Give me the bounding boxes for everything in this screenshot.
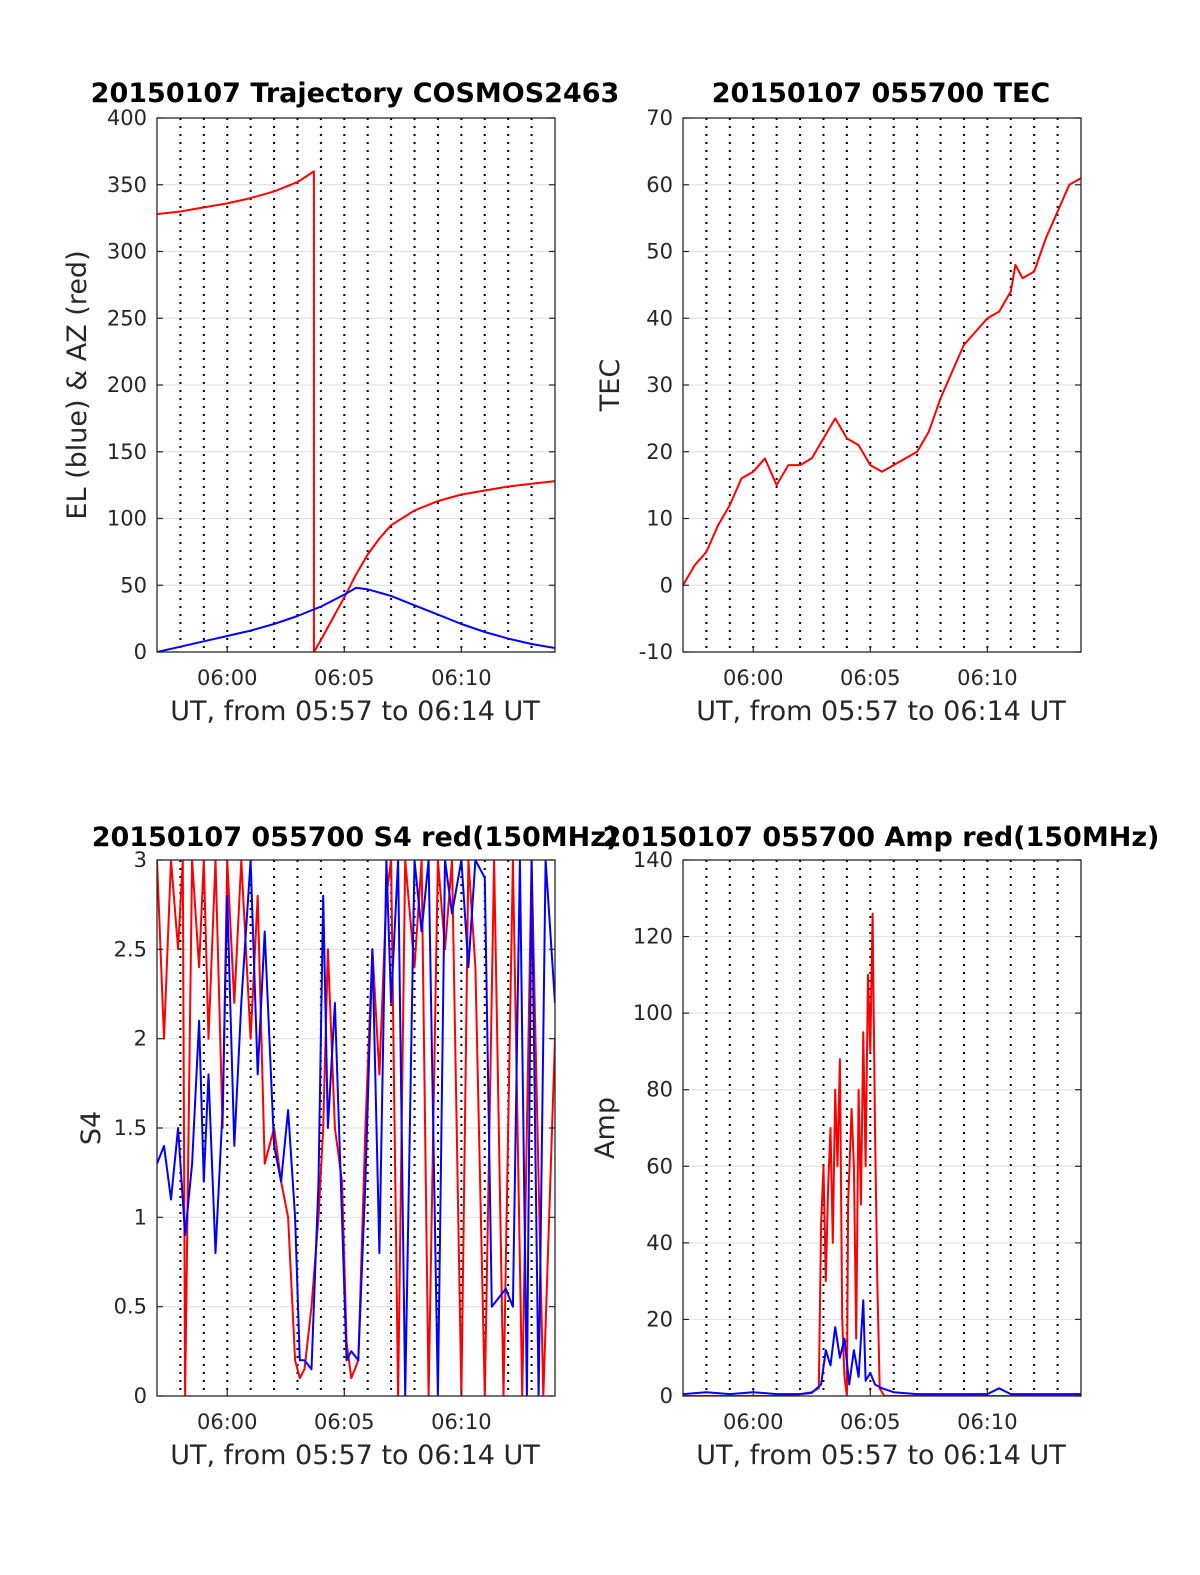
tec-ylabel: TEC bbox=[595, 359, 626, 412]
amp-xtick-label: 06:10 bbox=[957, 1410, 1018, 1434]
tec-ytick-label: 0 bbox=[660, 573, 673, 597]
s4-series-line-1 bbox=[157, 860, 555, 1396]
amp-ytick-label: 40 bbox=[646, 1231, 673, 1255]
s4-xtick-label: 06:10 bbox=[431, 1410, 492, 1434]
trajectory-panel: 20150107 Trajectory COSMOS2463 UT, from … bbox=[62, 78, 619, 727]
s4-ytick-label: 0.5 bbox=[114, 1295, 147, 1319]
tec-title: 20150107 055700 TEC bbox=[712, 78, 1051, 109]
trajectory-ytick-label: 200 bbox=[107, 373, 147, 397]
trajectory-xtick-label: 06:00 bbox=[197, 666, 258, 690]
amp-xlabel: UT, from 05:57 to 06:14 UT bbox=[696, 1440, 1066, 1471]
tec-xlabel: UT, from 05:57 to 06:14 UT bbox=[696, 696, 1066, 727]
trajectory-plot-frame bbox=[156, 117, 556, 653]
s4-xtick-label: 06:05 bbox=[314, 1410, 375, 1434]
amp-ytick-label: 100 bbox=[633, 1001, 673, 1025]
tec-ytick-label: 20 bbox=[646, 440, 673, 464]
s4-ytick-label: 2 bbox=[134, 1027, 147, 1051]
amp-ytick-label: 120 bbox=[633, 925, 673, 949]
tec-xtick-label: 06:00 bbox=[723, 666, 784, 690]
tec-ytick-label: -10 bbox=[639, 640, 673, 664]
s4-series-line-0 bbox=[157, 860, 555, 1396]
trajectory-ytick-label: 0 bbox=[134, 640, 147, 664]
amp-ylabel: Amp bbox=[590, 1097, 621, 1159]
amp-series-line-1 bbox=[683, 1299, 1081, 1396]
amp-title: 20150107 055700 Amp red(150MHz) bbox=[603, 822, 1160, 853]
s4-ylabel: S4 bbox=[76, 1111, 107, 1145]
amp-ytick-label: 80 bbox=[646, 1078, 673, 1102]
amp-ytick-label: 20 bbox=[646, 1307, 673, 1331]
tec-xtick-label: 06:05 bbox=[840, 666, 901, 690]
tec-series-line-0 bbox=[683, 177, 1081, 586]
s4-ytick-label: 0 bbox=[134, 1384, 147, 1408]
trajectory-ylabel: EL (blue) & AZ (red) bbox=[62, 250, 93, 519]
trajectory-series-line-1 bbox=[157, 586, 555, 652]
trajectory-xtick-label: 06:05 bbox=[314, 666, 375, 690]
trajectory-ytick-label: 150 bbox=[107, 440, 147, 464]
amp-ytick-label: 60 bbox=[646, 1154, 673, 1178]
trajectory-ytick-label: 100 bbox=[107, 507, 147, 531]
tec-ytick-label: 30 bbox=[646, 373, 673, 397]
s4-title: 20150107 055700 S4 red(150MHz) bbox=[92, 822, 619, 853]
trajectory-series-line-0 bbox=[157, 170, 555, 652]
amp-xtick-label: 06:00 bbox=[723, 1410, 784, 1434]
amp-xtick-label: 06:05 bbox=[840, 1410, 901, 1434]
trajectory-ytick-label: 400 bbox=[107, 106, 147, 130]
tec-ytick-label: 60 bbox=[646, 173, 673, 197]
tec-ytick-label: 50 bbox=[646, 240, 673, 264]
s4-xtick-label: 06:00 bbox=[197, 1410, 258, 1434]
s4-plot-frame bbox=[156, 859, 556, 1397]
tec-xtick-label: 06:10 bbox=[957, 666, 1018, 690]
s4-ytick-label: 1.5 bbox=[114, 1116, 147, 1140]
s4-ytick-label: 2.5 bbox=[114, 937, 147, 961]
amp-panel: 20150107 055700 Amp red(150MHz) UT, from… bbox=[590, 822, 1159, 1471]
s4-ytick-label: 1 bbox=[134, 1205, 147, 1229]
tec-plot-frame bbox=[682, 117, 1082, 653]
trajectory-title: 20150107 Trajectory COSMOS2463 bbox=[91, 78, 620, 109]
trajectory-ytick-label: 50 bbox=[120, 573, 147, 597]
amp-plot-frame bbox=[682, 859, 1082, 1397]
trajectory-xtick-label: 06:10 bbox=[431, 666, 492, 690]
trajectory-ytick-label: 300 bbox=[107, 240, 147, 264]
s4-xlabel: UT, from 05:57 to 06:14 UT bbox=[170, 1440, 540, 1471]
s4-panel: 20150107 055700 S4 red(150MHz) UT, from … bbox=[76, 822, 618, 1471]
tec-ytick-label: 70 bbox=[646, 106, 673, 130]
trajectory-ytick-label: 350 bbox=[107, 173, 147, 197]
tec-ytick-label: 40 bbox=[646, 306, 673, 330]
trajectory-ytick-label: 250 bbox=[107, 306, 147, 330]
amp-ytick-label: 0 bbox=[660, 1384, 673, 1408]
trajectory-xlabel: UT, from 05:57 to 06:14 UT bbox=[170, 696, 540, 727]
amp-series-line-0 bbox=[683, 912, 1081, 1396]
tec-ytick-label: 10 bbox=[646, 507, 673, 531]
s4-ytick-label: 3 bbox=[134, 848, 147, 872]
tec-panel: 20150107 055700 TEC UT, from 05:57 to 06… bbox=[595, 78, 1082, 727]
amp-ytick-label: 140 bbox=[633, 848, 673, 872]
